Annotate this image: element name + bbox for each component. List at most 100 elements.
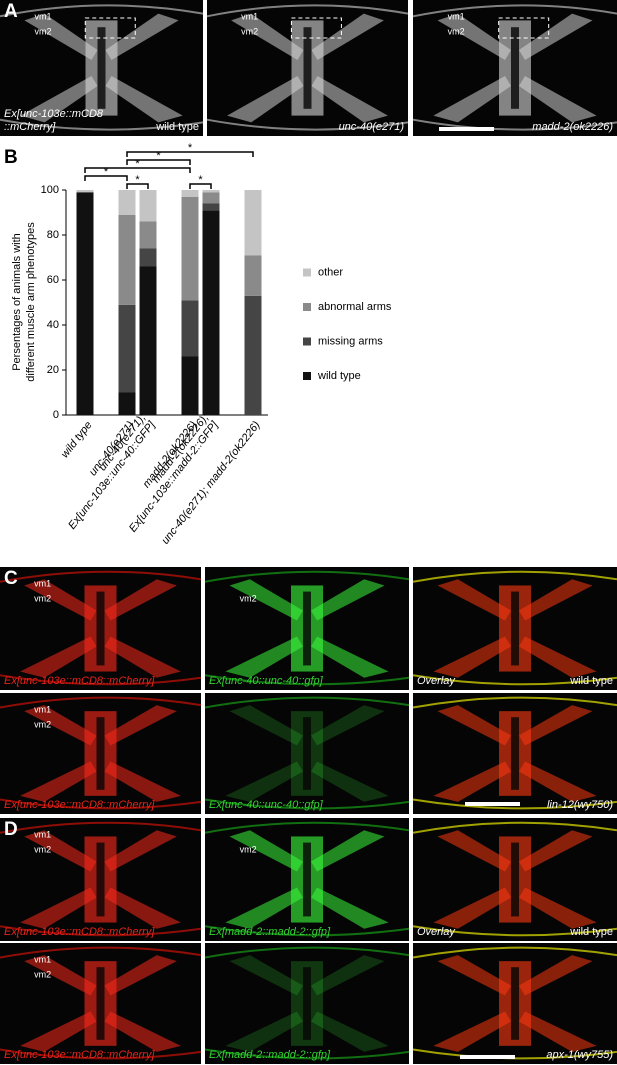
vm1-label: vm1 <box>34 954 51 964</box>
significance-bracket <box>84 175 128 181</box>
muscle-arm <box>311 13 384 61</box>
body-wall-line <box>0 821 202 834</box>
body-wall-line <box>0 946 202 959</box>
image-label: Overlay <box>417 675 456 687</box>
significance-star: * <box>104 166 109 178</box>
body-wall-line <box>0 4 204 18</box>
muscle-arm <box>519 830 593 872</box>
micrograph <box>0 567 202 690</box>
bar-segment <box>202 203 220 211</box>
micrograph <box>204 693 410 814</box>
body-wall-line <box>206 118 409 131</box>
muscle-arm <box>24 705 97 746</box>
body-wall-line <box>204 946 410 959</box>
significance-bracket <box>189 183 212 189</box>
vm1-label: vm1 <box>34 704 51 714</box>
legend-label: wild type <box>317 370 361 382</box>
body-wall-line <box>0 798 202 810</box>
vm1-label: vm1 <box>241 11 258 21</box>
muscle-arm <box>227 76 304 123</box>
muscle-arm <box>519 579 593 621</box>
bar-segment <box>139 266 157 415</box>
muscle-arm <box>437 13 511 61</box>
bar-segment <box>181 196 199 301</box>
vulva-slit <box>303 717 311 790</box>
muscle-arm <box>20 1011 97 1052</box>
body-wall-line <box>204 674 410 686</box>
vm2-label: vm2 <box>34 719 51 729</box>
body-wall-line <box>204 696 410 709</box>
muscle-arm <box>311 579 385 621</box>
bar-segment <box>202 192 220 204</box>
legend-swatch <box>303 372 311 380</box>
body-wall-line <box>0 696 202 709</box>
vulva-slit <box>511 717 519 790</box>
muscle-arm <box>24 579 97 621</box>
image-label: Ex[unc-40::unc-40::gfp] <box>209 799 324 811</box>
bar-segment <box>202 210 220 415</box>
muscle-arm <box>433 887 511 929</box>
panel-letter: D <box>4 819 18 840</box>
micrograph <box>412 0 617 136</box>
y-tick-label: 80 <box>47 229 59 241</box>
y-axis-title: Persentages of animals with <box>11 233 23 371</box>
significance-bracket <box>126 183 149 189</box>
x-tick-label-group: wild type <box>59 419 95 460</box>
muscle-arm <box>104 830 177 872</box>
muscle-arm <box>229 705 303 746</box>
vm2-label: vm2 <box>34 844 51 854</box>
muscle-arm <box>20 636 97 678</box>
significance-bracket <box>126 159 191 165</box>
body-wall-line <box>0 925 202 937</box>
micrograph <box>412 567 617 690</box>
bar-segment <box>118 392 136 415</box>
image-label: Ex[unc-103e::mCD8::mCherry] <box>4 1049 155 1061</box>
muscle-arm <box>231 13 304 61</box>
bar-segment <box>244 190 262 256</box>
muscle-arm <box>311 705 385 746</box>
image-label: Overlay <box>417 926 456 938</box>
body-wall-line <box>412 925 617 937</box>
vm1-label: vm1 <box>448 11 465 21</box>
body-wall-line <box>412 696 617 709</box>
condition-label: wild type <box>155 121 199 133</box>
micrograph <box>0 818 202 941</box>
muscle-arm <box>229 579 303 621</box>
legend-label: missing arms <box>318 335 383 347</box>
condition-label: wild type <box>569 675 613 687</box>
body-wall-line <box>412 946 617 959</box>
muscle-arm <box>519 76 597 123</box>
legend-label: other <box>318 266 343 278</box>
body-wall-line <box>0 1048 202 1060</box>
micrograph <box>204 567 410 690</box>
muscle-arm <box>519 887 597 929</box>
image-label: Ex[madd-2::madd-2::gfp] <box>209 926 331 938</box>
bar-segment <box>181 300 199 357</box>
body-wall-line <box>206 4 409 18</box>
y-tick-label: 40 <box>47 319 59 331</box>
muscle-arm <box>433 76 511 123</box>
muscle-arm <box>437 705 511 746</box>
significance-star: * <box>135 158 140 170</box>
muscle-arm <box>433 1011 511 1052</box>
body-wall-line <box>204 798 410 810</box>
muscle-arm <box>519 761 597 802</box>
bar-segment <box>118 214 136 305</box>
muscle-arm <box>105 76 183 123</box>
muscle-arm <box>225 761 303 802</box>
vm1-label: vm1 <box>34 578 51 588</box>
bar-segment <box>181 356 199 415</box>
x-tick-label: wild type <box>59 419 95 460</box>
body-wall-line <box>412 4 617 18</box>
roi-box <box>498 17 550 39</box>
significance-bracket <box>84 167 191 173</box>
y-tick-label: 60 <box>47 274 59 286</box>
muscle-arm <box>311 887 389 929</box>
muscle-arm <box>311 761 389 802</box>
legend-label: abnormal arms <box>318 301 392 313</box>
vulva-slit <box>96 591 105 666</box>
muscle-arm <box>225 1011 303 1052</box>
